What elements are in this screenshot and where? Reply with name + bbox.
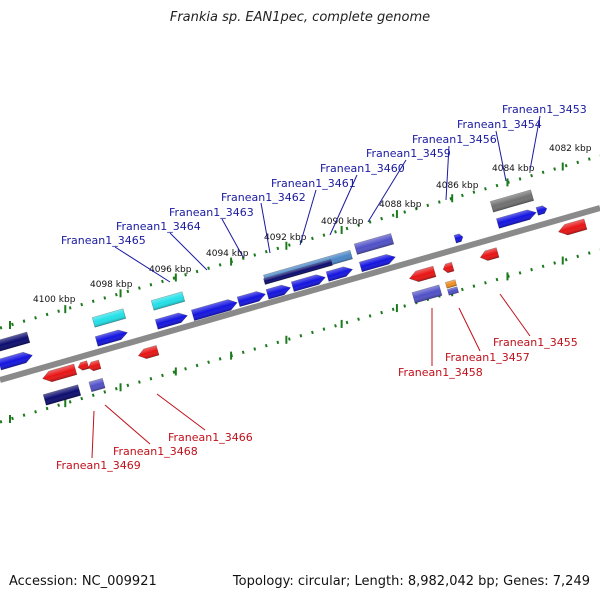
gene-label: Franean1_3469: [56, 459, 141, 472]
ruler-label: 4100 kbp: [33, 295, 76, 305]
gene-feature: [42, 363, 78, 383]
gene-feature: [442, 261, 455, 274]
ruler-label: 4096 kbp: [149, 265, 192, 275]
leader-line: [329, 174, 358, 236]
gene-feature: [353, 233, 395, 255]
gene-features: [0, 189, 588, 406]
gene-feature: [150, 291, 186, 311]
gene-feature: [42, 384, 82, 406]
leader-line: [169, 232, 208, 271]
gene-label: Franean1_3458: [398, 366, 483, 379]
gene-feature: [87, 359, 102, 372]
gene-label: Franean1_3461: [271, 177, 356, 190]
gene-label: Franean1_3468: [113, 445, 198, 458]
ruler-label: 4090 kbp: [321, 217, 364, 227]
gene-label: Franean1_3462: [221, 191, 306, 204]
ruler-label: 4094 kbp: [206, 249, 249, 259]
gene-feature: [496, 209, 537, 229]
ruler-label: 4084 kbp: [492, 164, 535, 174]
gene-feature: [290, 274, 326, 292]
ruler-label: 4092 kbp: [264, 233, 307, 243]
gene-feature: [265, 284, 292, 300]
leader-line: [458, 307, 481, 352]
gene-feature: [154, 312, 188, 330]
gene-label: Franean1_3453: [502, 103, 587, 116]
ruler-label: 4086 kbp: [436, 181, 479, 191]
leader-line: [260, 202, 271, 254]
gene-feature: [88, 377, 106, 393]
gene-feature: [444, 279, 458, 289]
gene-feature: [325, 266, 354, 282]
gene-feature: [0, 331, 31, 353]
gene-feature: [446, 286, 460, 296]
gene-feature: [408, 265, 437, 282]
ruler-labels: 4100 kbp 4098 kbp 4096 kbp 4094 kbp 4092…: [33, 144, 592, 305]
leader-line: [299, 189, 317, 246]
leader-line: [104, 404, 151, 445]
gene-feature: [358, 254, 396, 273]
leader-line: [114, 246, 171, 283]
gene-feature: [411, 284, 443, 304]
gene-feature: [77, 360, 90, 371]
accession-text: Accession: NC_009921: [9, 574, 157, 589]
gene-label: Franean1_3464: [116, 220, 201, 233]
ruler-label: 4088 kbp: [379, 200, 422, 210]
gene-feature: [94, 329, 128, 347]
gene-feature: [535, 205, 548, 216]
gene-feature: [558, 218, 588, 236]
leader-line: [445, 145, 450, 201]
gene-label: Franean1_3465: [61, 234, 146, 247]
gene-feature: [0, 351, 33, 371]
gene-label: Franean1_3463: [169, 206, 254, 219]
gene-label: Franean1_3454: [457, 118, 542, 131]
gene-labels-top: Franean1_3465 Franean1_3464 Franean1_346…: [61, 103, 587, 247]
gene-feature: [137, 345, 160, 359]
ruler-ticks-upper: [9, 162, 564, 329]
ruler-label: 4098 kbp: [90, 280, 133, 290]
gene-feature: [263, 259, 333, 285]
genome-backbone: [0, 205, 600, 383]
gene-label: Franean1_3456: [412, 133, 497, 146]
leader-line: [156, 393, 206, 431]
leader-line: [499, 293, 531, 337]
leader-line: [91, 410, 95, 459]
leader-lines-top: [114, 115, 541, 283]
gene-feature: [453, 233, 464, 244]
leader-line: [529, 115, 541, 171]
gene-label: Franean1_3455: [493, 336, 578, 349]
gene-label: Franean1_3466: [168, 431, 253, 444]
gene-feature: [479, 247, 500, 261]
leader-line: [367, 159, 407, 223]
gene-label: Franean1_3460: [320, 162, 405, 175]
map-title: Frankia sp. EAN1pec, complete genome: [169, 10, 431, 25]
gene-feature: [191, 299, 238, 321]
leader-line: [221, 218, 244, 258]
gene-labels-bottom: Franean1_3469 Franean1_3468 Franean1_346…: [56, 336, 578, 472]
ruler-label: 4082 kbp: [549, 144, 592, 154]
leader-lines-bottom: [91, 293, 531, 459]
genome-summary: Topology: circular; Length: 8,982,042 bp…: [232, 574, 590, 589]
gene-label: Franean1_3459: [366, 147, 451, 160]
gene-feature: [236, 291, 267, 308]
ruler-dots-lower: [0, 248, 600, 424]
leader-line: [495, 130, 507, 182]
gene-label: Franean1_3457: [445, 351, 530, 364]
ruler-dots-upper: [0, 154, 600, 330]
gene-feature: [489, 189, 535, 213]
gene-feature: [91, 308, 127, 328]
